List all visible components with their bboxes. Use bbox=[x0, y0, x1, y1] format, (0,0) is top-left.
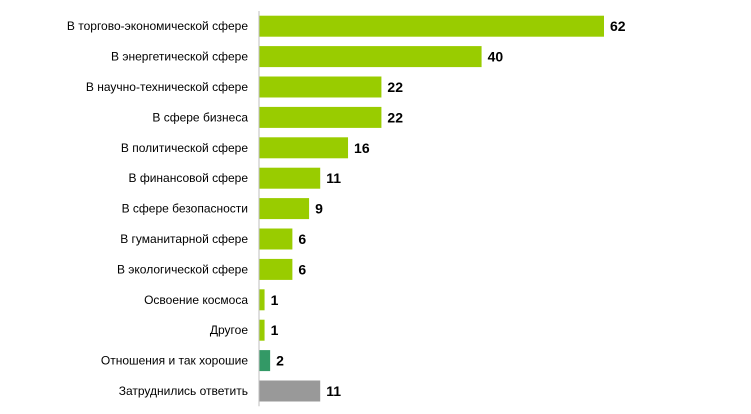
value-label: 1 bbox=[271, 292, 279, 308]
bar bbox=[259, 137, 349, 159]
bar bbox=[259, 15, 604, 37]
category-label: В торгово-экономической сфере bbox=[67, 19, 248, 33]
category-label: В энергетической сфере bbox=[111, 50, 248, 64]
bar bbox=[259, 289, 265, 311]
bar bbox=[259, 167, 321, 189]
value-label: 62 bbox=[610, 18, 626, 34]
value-label: 9 bbox=[315, 201, 323, 217]
category-label: В сфере бизнеса bbox=[152, 110, 248, 124]
bar bbox=[259, 319, 265, 341]
category-label: Освоение космоса bbox=[144, 293, 248, 307]
category-label: В научно-технической сфере bbox=[86, 80, 248, 94]
category-labels: В торгово-экономической сфере В энергетич… bbox=[67, 19, 248, 398]
category-label: Отношения и так хорошие bbox=[101, 354, 248, 368]
bar bbox=[259, 46, 482, 68]
bar bbox=[259, 106, 382, 128]
value-label: 2 bbox=[276, 353, 284, 369]
category-label: В экологической сфере bbox=[117, 262, 248, 276]
bar bbox=[259, 76, 382, 98]
bar bbox=[259, 350, 271, 372]
value-label: 1 bbox=[271, 322, 279, 338]
value-label: 40 bbox=[488, 49, 504, 65]
value-label: 16 bbox=[354, 140, 370, 156]
category-label: В сфере безопасности bbox=[122, 202, 248, 216]
value-label: 6 bbox=[298, 231, 306, 247]
value-label: 22 bbox=[387, 109, 403, 125]
value-label: 11 bbox=[326, 383, 341, 399]
bar bbox=[259, 228, 293, 250]
category-label: Затруднились ответить bbox=[119, 384, 248, 398]
category-label: В финансовой сфере bbox=[129, 171, 249, 185]
category-label: В гуманитарной сфере bbox=[120, 232, 248, 246]
bars bbox=[259, 15, 604, 402]
bar bbox=[259, 380, 321, 402]
value-label: 11 bbox=[326, 170, 341, 186]
category-label: В политической сфере bbox=[121, 141, 248, 155]
value-label: 6 bbox=[298, 261, 306, 277]
category-label: Другое bbox=[210, 323, 248, 337]
bar bbox=[259, 198, 310, 220]
bar bbox=[259, 258, 293, 280]
value-label: 22 bbox=[387, 79, 403, 95]
